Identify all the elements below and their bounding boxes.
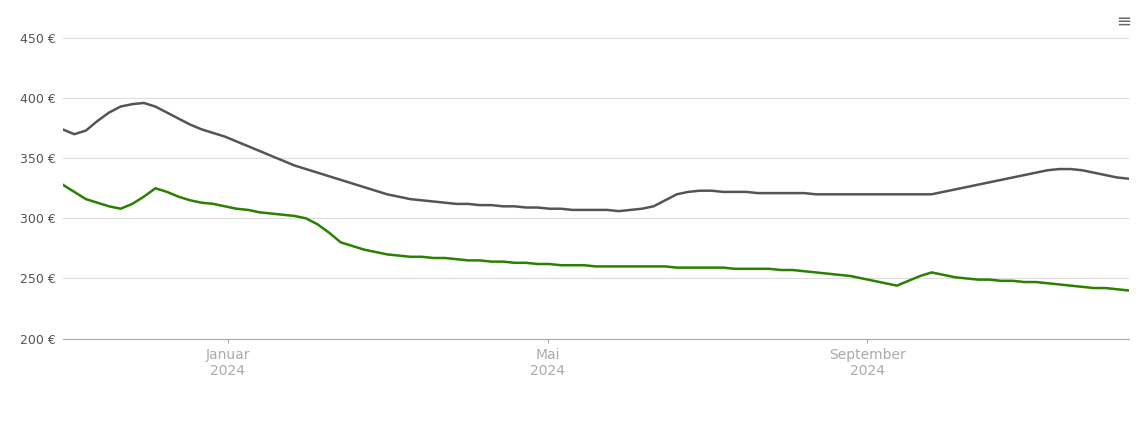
Text: ≡: ≡: [1116, 13, 1131, 31]
